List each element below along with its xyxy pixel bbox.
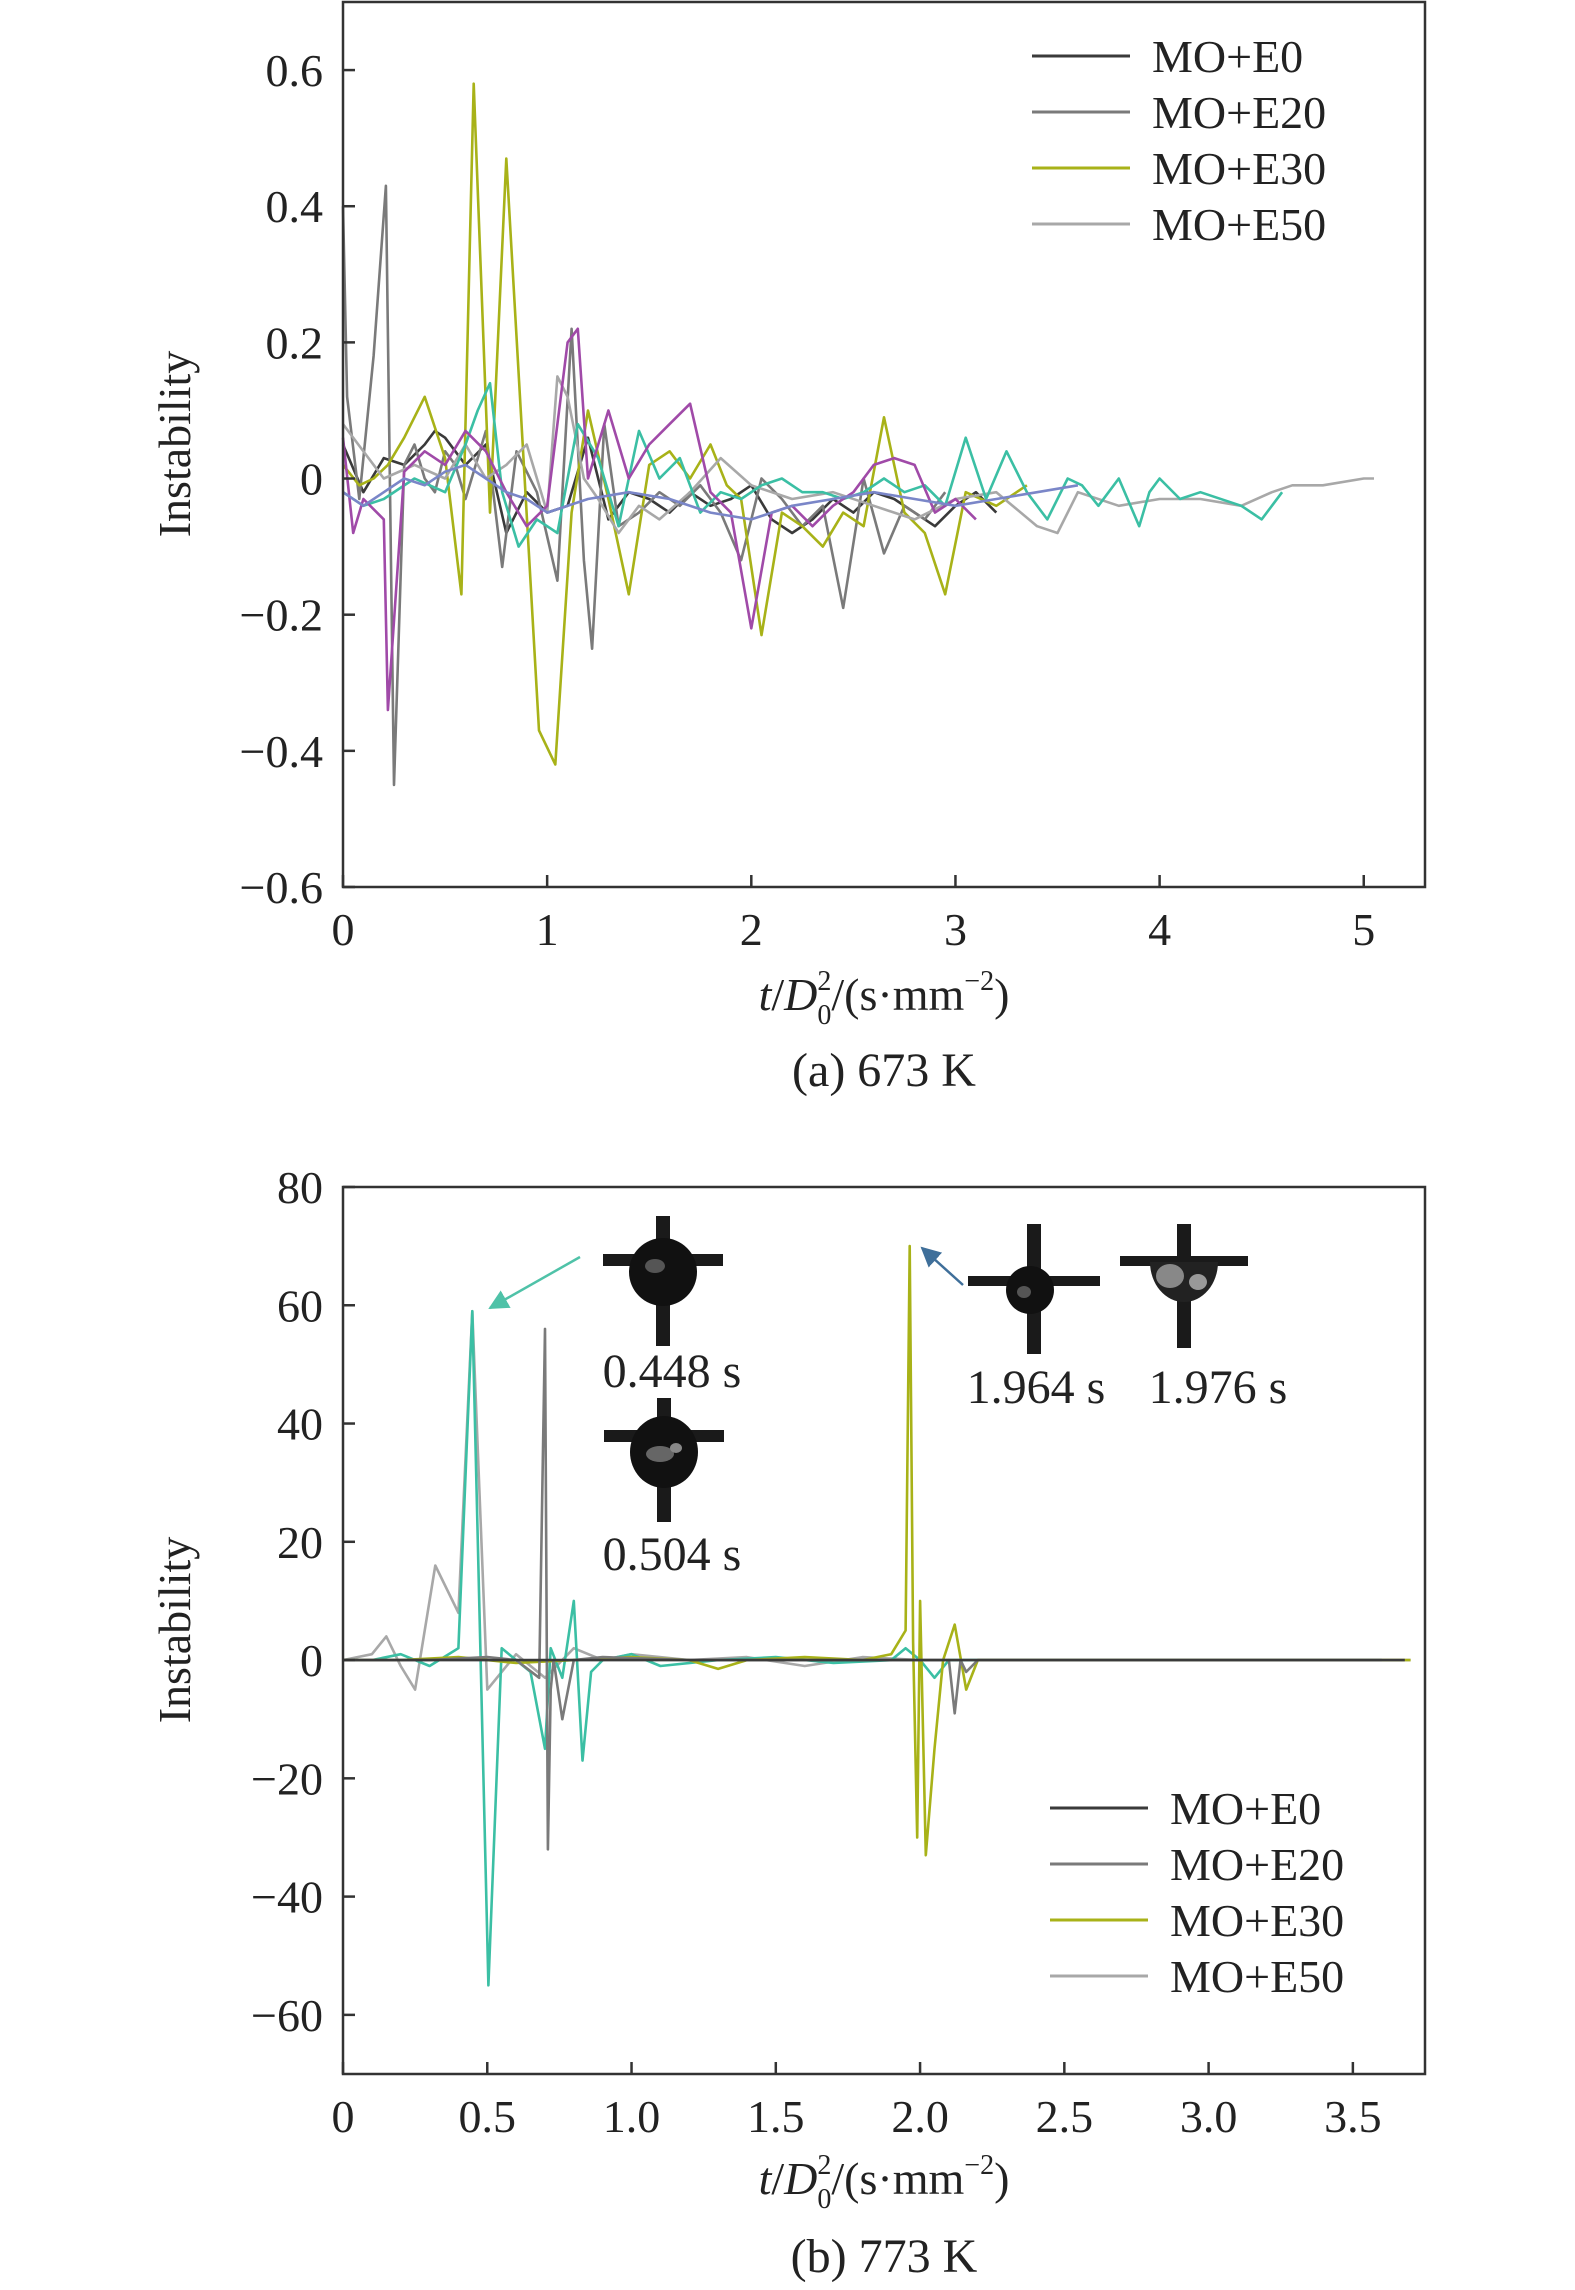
panel-b-xlabel: t/D2 0/(s·mm−2) (759, 2150, 1010, 2215)
panel-b-series-line-3 (343, 1327, 1382, 1851)
panel-b-series-line-1 (343, 1309, 1382, 1987)
panel-b-legend-label: MO+E20 (1170, 1839, 1344, 1890)
panel-a-series (341, 82, 1374, 787)
panel-b-ylabel: Instability (149, 1537, 200, 1724)
panel-b-legend-label: MO+E50 (1170, 1951, 1344, 2002)
panel-b-x-tick-label: 0.5 (459, 2091, 517, 2142)
panel-b: 0 0.5 1.0 1.5 2.0 2.5 3.0 3.5 −60 −40 −20 0 20 40 60 80… (149, 1162, 1427, 2283)
droplet-image-1964s (968, 1224, 1100, 1354)
panel-a-x-tick-label: 3 (944, 904, 967, 955)
droplet-image-0504s (604, 1398, 724, 1522)
panel-a-y-tick-label: 0.4 (266, 181, 324, 232)
annotation-0504s: 0.504 s (603, 1528, 742, 1581)
annotation-1976s: 1.976 s (1149, 1361, 1288, 1414)
panel-a-y-tick-label: 0.6 (266, 45, 324, 96)
panel-a-series-line-6 (342, 463, 1079, 521)
panel-b-series-line-2 (343, 1244, 1411, 1857)
panel-b-y-tick-label: 80 (277, 1162, 323, 1213)
panel-b-y-tick-label: 40 (277, 1399, 323, 1450)
panel-b-x-tick-label: 1.0 (603, 2091, 661, 2142)
panel-a-y-tick-label: −0.6 (240, 862, 323, 913)
panel-a-y-tick-label: −0.4 (240, 726, 323, 777)
panel-a-series-line-1 (341, 184, 947, 787)
panel-a-series-line-5 (341, 327, 977, 712)
panel-a-y-tick-label: 0 (300, 454, 323, 505)
panel-a-series-line-3 (341, 375, 1374, 535)
panel-b-x-tick-label: 0 (332, 2091, 355, 2142)
panel-b-caption: (b) 773 K (791, 2230, 978, 2283)
panel-a-legend-label: MO+E20 (1152, 87, 1326, 138)
panel-a-series-line-2 (341, 82, 1028, 766)
panel-b-y-tick-label: −40 (251, 1872, 323, 1923)
panel-a-x-tick-label: 0 (332, 904, 355, 955)
panel-a-x-tick-label: 5 (1352, 904, 1375, 955)
panel-b-x-tick-label: 2.5 (1036, 2091, 1094, 2142)
panel-a: 0 1 2 3 4 5 −0.6 −0.4 −0.2 0 0.2 0.4 0.6 MO+E0MO+E20… (149, 0, 1427, 1097)
panel-b-x-tick-label: 1.5 (747, 2091, 805, 2142)
panel-b-legend-label: MO+E30 (1170, 1895, 1344, 1946)
panel-b-frame (341, 1185, 1427, 2076)
panel-b-y-tick-label: −20 (251, 1753, 323, 1804)
panel-b-legend-label: MO+E0 (1170, 1783, 1321, 1834)
panel-a-y-tick-label: −0.2 (240, 590, 323, 641)
panel-b-y-tick-label: −60 (251, 1990, 323, 2041)
panel-a-series-line-4 (342, 381, 1284, 548)
panel-b-x-tick-label: 3.5 (1324, 2091, 1382, 2142)
panel-a-y-tick-label: 0.2 (266, 317, 324, 368)
panel-b-x-tick-label: 3.0 (1180, 2091, 1238, 2142)
annotation-arrow-0448s (488, 1255, 581, 1310)
annotation-0448s: 0.448 s (603, 1345, 742, 1398)
droplet-image-1976s (1120, 1224, 1248, 1348)
annotation-arrow-1964s (920, 1246, 964, 1286)
droplet-image-0448s (603, 1216, 723, 1346)
panel-a-legend-label: MO+E0 (1152, 31, 1303, 82)
annotation-1964s: 1.964 s (967, 1361, 1106, 1414)
panel-a-legend-label: MO+E30 (1152, 143, 1326, 194)
panel-b-y-tick-label: 0 (300, 1635, 323, 1686)
panel-a-xlabel: t/D2 0/(s·mm−2) (759, 966, 1010, 1031)
panel-a-x-tick-label: 1 (536, 904, 559, 955)
panel-b-y-tick-label: 20 (277, 1517, 323, 1568)
panel-b-series (342, 1244, 1411, 1987)
panel-b-x-tick-label: 2.0 (891, 2091, 949, 2142)
panel-a-x-tick-label: 2 (740, 904, 763, 955)
panel-a-legend-label: MO+E50 (1152, 199, 1326, 250)
panel-a-x-tick-label: 4 (1148, 904, 1171, 955)
panel-b-ticks: 0 0.5 1.0 1.5 2.0 2.5 3.0 3.5 −60 −40 −20 0 20 40 60 80 (251, 1162, 1382, 2142)
panel-a-ylabel: Instability (149, 351, 200, 538)
panel-a-ticks: 0 1 2 3 4 5 −0.6 −0.4 −0.2 0 0.2 0.4 0.6 (240, 45, 1376, 955)
panel-a-frame (341, 0, 1427, 889)
panel-a-caption: (a) 673 K (792, 1044, 976, 1097)
panel-b-y-tick-label: 60 (277, 1280, 323, 1331)
